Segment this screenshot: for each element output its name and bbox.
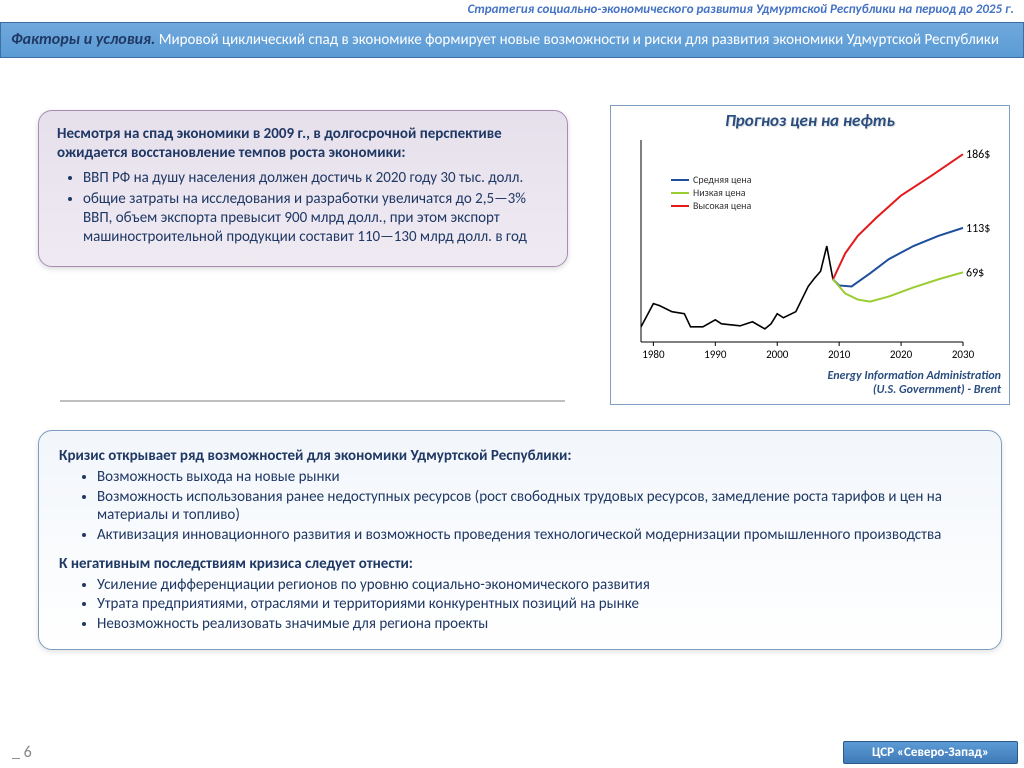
panel2-heading-negatives: К негативным последствиям кризиса следуе… xyxy=(59,555,981,574)
list-item: общие затраты на исследования и разработ… xyxy=(83,190,549,246)
panel2-heading-opportunities: Кризис открывает ряд возможностей для эк… xyxy=(59,447,981,466)
list-item: Утрата предприятиями, отраслями и террит… xyxy=(97,595,981,614)
footer-org-badge: ЦСР «Северо-Запад» xyxy=(843,741,1018,764)
svg-text:Средняя цена: Средняя цена xyxy=(693,173,752,186)
svg-text:186$: 186$ xyxy=(966,148,990,162)
title-rest: Мировой циклический спад в экономике фор… xyxy=(159,31,999,49)
divider-line xyxy=(60,400,565,402)
list-item: Невозможность реализовать значимые для р… xyxy=(97,615,981,634)
svg-text:2030: 2030 xyxy=(952,348,975,361)
svg-text:Низкая цена: Низкая цена xyxy=(693,186,746,199)
list-item: ВВП РФ на душу населения должен достичь … xyxy=(83,169,549,188)
svg-text:2010: 2010 xyxy=(828,348,851,361)
title-lead: Факторы и условия. xyxy=(11,30,155,49)
list-item: Активизация инновационного развития и во… xyxy=(97,526,981,545)
panel2-list-negatives: Усиление дифференциации регионов по уров… xyxy=(97,576,981,634)
title-bar: Факторы и условия. Мировой циклический с… xyxy=(0,22,1024,58)
page-number: _ 6 xyxy=(12,743,32,762)
chart-title: Прогноз цен на нефть xyxy=(611,110,1009,131)
chart-plot-area: 1980 1990 2000 2010 2020 2030 186$ 113$ 69$ Средн… xyxy=(619,134,1003,364)
svg-text:2020: 2020 xyxy=(890,348,913,361)
svg-text:1990: 1990 xyxy=(704,348,727,361)
panel2-list-opportunities: Возможность выхода на новые рынки Возмож… xyxy=(97,468,981,545)
panel-economic-outlook: Несмотря на спад экономики в 2009 г., в … xyxy=(38,110,568,267)
svg-text:113$: 113$ xyxy=(966,222,990,236)
chart-source-line: (U.S. Government) - Brent xyxy=(827,384,1001,398)
header-text: Стратегия социально-экономического разви… xyxy=(468,2,1014,17)
svg-text:69$: 69$ xyxy=(966,266,984,280)
document-header: Стратегия социально-экономического разви… xyxy=(0,0,1024,19)
svg-text:2000: 2000 xyxy=(766,348,789,361)
list-item: Возможность использования ранее недоступ… xyxy=(97,488,981,526)
chart-source-line: Energy Information Administration xyxy=(827,370,1001,384)
panel1-list: ВВП РФ на душу населения должен достичь … xyxy=(83,169,549,247)
oil-price-chart: Прогноз цен на нефть 1980 1990 2000 2010 202… xyxy=(610,105,1010,405)
list-item: Возможность выхода на новые рынки xyxy=(97,468,981,487)
list-item: Усиление дифференциации регионов по уров… xyxy=(97,576,981,595)
svg-text:1980: 1980 xyxy=(642,348,665,361)
svg-text:Высокая цена: Высокая цена xyxy=(693,199,752,212)
panel-crisis-effects: Кризис открывает ряд возможностей для эк… xyxy=(38,430,1002,650)
chart-source: Energy Information Administration (U.S. … xyxy=(827,370,1001,398)
panel1-intro: Несмотря на спад экономики в 2009 г., в … xyxy=(57,125,549,163)
